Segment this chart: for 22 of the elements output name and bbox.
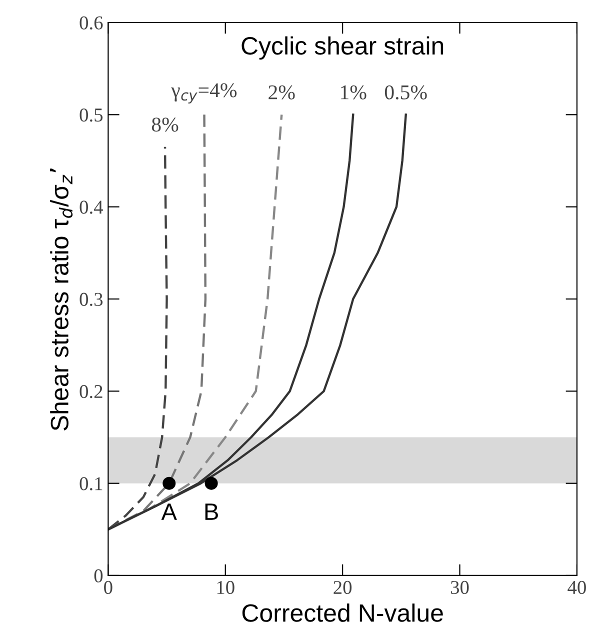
y-tick-label: 0.3 bbox=[80, 292, 103, 306]
y-tick-label: 0.6 bbox=[80, 16, 103, 30]
series-label: 8% bbox=[152, 118, 178, 132]
y-axis-title: Shear stress ratio τ$_{d}$/σ$_{z}$’ bbox=[50, 168, 73, 430]
text: Cyclic shear strain bbox=[242, 36, 444, 60]
y-tick-label: 0 bbox=[94, 569, 103, 582]
x-tick-label: 0 bbox=[104, 580, 112, 594]
series-label: 1% bbox=[341, 85, 366, 100]
annotation: A bbox=[161, 504, 177, 520]
y-tick-label: 0.5 bbox=[80, 108, 103, 122]
y-tick-label: 0.2 bbox=[80, 384, 102, 398]
y-tick-label: 0.4 bbox=[80, 200, 104, 214]
series-label: 2% bbox=[268, 85, 295, 100]
x-tick-label: 30 bbox=[450, 580, 469, 594]
x-tick-label: 40 bbox=[568, 580, 586, 594]
annotation: B bbox=[205, 504, 218, 520]
x-tick-label: 10 bbox=[217, 580, 234, 594]
series-label: γ$_{cy}$=4% bbox=[171, 83, 237, 104]
x-axis-title: Corrected N-value bbox=[242, 604, 443, 622]
series-label: 0.5% bbox=[384, 85, 427, 100]
x-tick-label: 20 bbox=[334, 580, 352, 594]
y-tick-label: 0.1 bbox=[80, 477, 102, 490]
